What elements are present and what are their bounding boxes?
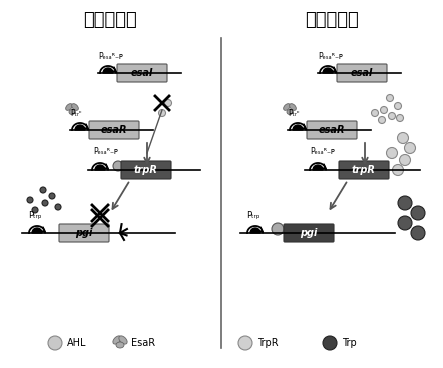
Text: pgi: pgi	[75, 228, 93, 238]
Text: 低细胞密度: 低细胞密度	[83, 11, 137, 29]
Circle shape	[398, 196, 412, 210]
FancyBboxPatch shape	[337, 64, 387, 82]
Circle shape	[404, 142, 416, 153]
Text: Pₜᵣᶜ: Pₜᵣᶜ	[288, 109, 299, 118]
Text: esaR: esaR	[319, 125, 345, 135]
Text: Pₑₛₐᴿ₋ᴘ: Pₑₛₐᴿ₋ᴘ	[93, 147, 118, 156]
Wedge shape	[103, 68, 113, 73]
Circle shape	[411, 226, 425, 240]
Text: Trp: Trp	[342, 338, 357, 348]
Text: Pₜᵣₚ: Pₜᵣₚ	[246, 211, 260, 220]
Circle shape	[397, 132, 408, 144]
Wedge shape	[75, 125, 85, 130]
FancyBboxPatch shape	[339, 161, 389, 179]
Text: esaI: esaI	[131, 68, 153, 78]
Wedge shape	[32, 228, 42, 233]
Circle shape	[48, 336, 62, 350]
Ellipse shape	[116, 342, 124, 348]
Circle shape	[40, 187, 46, 193]
Text: Pₜᵣₚ: Pₜᵣₚ	[28, 211, 42, 220]
Circle shape	[164, 99, 171, 106]
Circle shape	[42, 200, 48, 206]
Circle shape	[411, 206, 425, 220]
Wedge shape	[293, 125, 303, 130]
Circle shape	[27, 197, 33, 203]
FancyBboxPatch shape	[117, 64, 167, 82]
Wedge shape	[323, 68, 333, 73]
Circle shape	[372, 110, 378, 117]
Circle shape	[272, 223, 284, 235]
FancyBboxPatch shape	[121, 161, 171, 179]
Ellipse shape	[113, 336, 121, 344]
Ellipse shape	[69, 110, 75, 114]
Text: TrpR: TrpR	[257, 338, 279, 348]
Text: Pₑₛₐᴿ₋ᴘ: Pₑₛₐᴿ₋ᴘ	[318, 52, 343, 61]
Wedge shape	[250, 228, 260, 233]
Text: Pₜᵣᶜ: Pₜᵣᶜ	[70, 109, 82, 118]
Circle shape	[378, 117, 385, 124]
Ellipse shape	[284, 104, 290, 110]
Text: trpR: trpR	[352, 165, 376, 175]
Text: Pₑₛₐᴿ₋ᴘ: Pₑₛₐᴿ₋ᴘ	[310, 147, 335, 156]
Ellipse shape	[66, 104, 72, 110]
Wedge shape	[313, 165, 323, 170]
Circle shape	[400, 155, 411, 166]
Text: esaI: esaI	[351, 68, 373, 78]
Text: trpR: trpR	[134, 165, 158, 175]
Text: 高细胞密度: 高细胞密度	[305, 11, 359, 29]
Ellipse shape	[119, 336, 127, 344]
Circle shape	[55, 204, 61, 210]
Circle shape	[392, 164, 404, 176]
Circle shape	[386, 95, 393, 102]
FancyBboxPatch shape	[59, 224, 109, 242]
Text: Pₑₛₐᴿ₋ᴘ: Pₑₛₐᴿ₋ᴘ	[98, 52, 123, 61]
Text: AHL: AHL	[67, 338, 86, 348]
Circle shape	[395, 103, 401, 110]
FancyBboxPatch shape	[89, 121, 139, 139]
FancyBboxPatch shape	[307, 121, 357, 139]
Circle shape	[381, 106, 388, 113]
Wedge shape	[95, 165, 105, 170]
FancyBboxPatch shape	[284, 224, 334, 242]
Circle shape	[398, 216, 412, 230]
Circle shape	[32, 207, 38, 213]
Ellipse shape	[72, 104, 78, 110]
Circle shape	[323, 336, 337, 350]
Ellipse shape	[290, 104, 296, 110]
Circle shape	[49, 193, 55, 199]
Circle shape	[389, 113, 396, 120]
Ellipse shape	[287, 110, 293, 114]
Circle shape	[159, 110, 166, 117]
Circle shape	[113, 161, 123, 171]
Text: EsaR: EsaR	[131, 338, 155, 348]
Circle shape	[238, 336, 252, 350]
Circle shape	[396, 114, 404, 121]
Circle shape	[386, 148, 397, 159]
Text: pgi: pgi	[300, 228, 318, 238]
Text: esaR: esaR	[101, 125, 127, 135]
